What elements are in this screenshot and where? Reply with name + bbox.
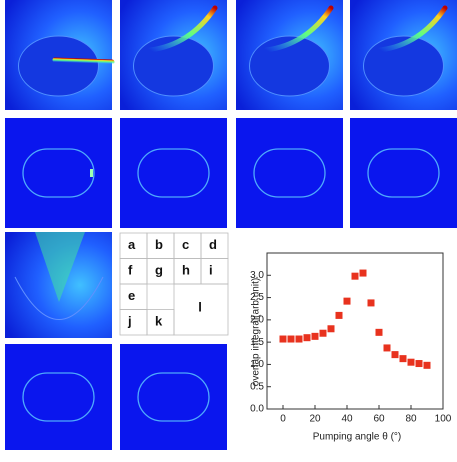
point	[383, 344, 391, 352]
mode-image	[120, 118, 227, 228]
mode-ring	[137, 148, 210, 198]
mode-ring	[137, 372, 210, 422]
hot-beam	[377, 5, 448, 53]
y-axis-label: overlap integral(arb.unit)	[251, 278, 262, 386]
mode-image	[120, 344, 227, 450]
mode-ring	[367, 148, 440, 198]
point	[327, 325, 335, 333]
x-tick-label: 80	[405, 414, 417, 425]
key-letter: a	[128, 237, 136, 252]
x-tick-label: 100	[435, 414, 452, 425]
x-tick-label: 60	[373, 414, 385, 425]
point	[375, 328, 383, 336]
panels	[5, 0, 457, 450]
key-letter: i	[209, 263, 213, 278]
point	[335, 311, 343, 319]
mode-ring	[253, 148, 326, 198]
key-letter: k	[155, 314, 163, 329]
mode-image	[350, 118, 457, 228]
y-tick-label: 3.0	[250, 270, 264, 281]
key-letter: j	[127, 314, 132, 329]
key-cell	[173, 283, 229, 336]
mode-image	[5, 118, 112, 228]
key-letter: f	[128, 263, 133, 278]
mode-ring	[22, 372, 95, 422]
point	[423, 361, 431, 369]
mode-ring	[22, 148, 95, 198]
y-tick-label: 2.0	[250, 314, 264, 325]
point	[279, 335, 287, 343]
key-letter: g	[155, 263, 163, 278]
mode-image	[236, 118, 343, 228]
point	[407, 358, 415, 366]
key-letter: h	[182, 263, 190, 278]
chart: Pumping angle θ (°) overlap integral(arb…	[250, 252, 452, 443]
x-tick-label: 0	[280, 414, 286, 425]
point	[399, 355, 407, 363]
plot-frame	[266, 252, 444, 410]
cavity	[14, 276, 104, 320]
hot-beam	[52, 57, 115, 65]
key-letter: b	[155, 237, 163, 252]
cavity	[18, 35, 99, 97]
key-letter: c	[182, 237, 189, 252]
point	[295, 335, 303, 343]
x-tick-label: 20	[309, 414, 321, 425]
point	[303, 334, 311, 342]
x-tick-label: 40	[341, 414, 353, 425]
mode-image	[5, 344, 112, 450]
key-cell	[119, 309, 148, 336]
y-tick-label: 1.0	[250, 359, 264, 370]
y-tick-label: 2.5	[250, 292, 264, 303]
point	[415, 360, 423, 368]
point	[351, 272, 359, 280]
point	[311, 332, 319, 340]
y-tick-label: 1.5	[250, 337, 264, 348]
panel-key: a b c d f g h i ej k l	[119, 232, 229, 336]
key-letter: l	[198, 300, 202, 315]
y-tick-label: 0.0	[250, 404, 264, 415]
point	[319, 329, 327, 337]
key-cell	[200, 258, 229, 285]
key-cell	[119, 258, 148, 285]
point	[367, 299, 375, 307]
key-letter: e	[128, 288, 135, 303]
point	[287, 335, 295, 343]
hot-beam	[147, 5, 218, 53]
y-tick-label: 0.5	[250, 381, 264, 392]
mode-spot	[90, 169, 93, 177]
beam-fan	[35, 232, 85, 302]
x-axis-label: Pumping angle θ (°)	[313, 432, 402, 443]
point	[359, 269, 367, 277]
point	[343, 297, 351, 305]
key-letter: d	[209, 237, 217, 252]
hot-beam	[263, 5, 334, 53]
point	[391, 351, 399, 359]
